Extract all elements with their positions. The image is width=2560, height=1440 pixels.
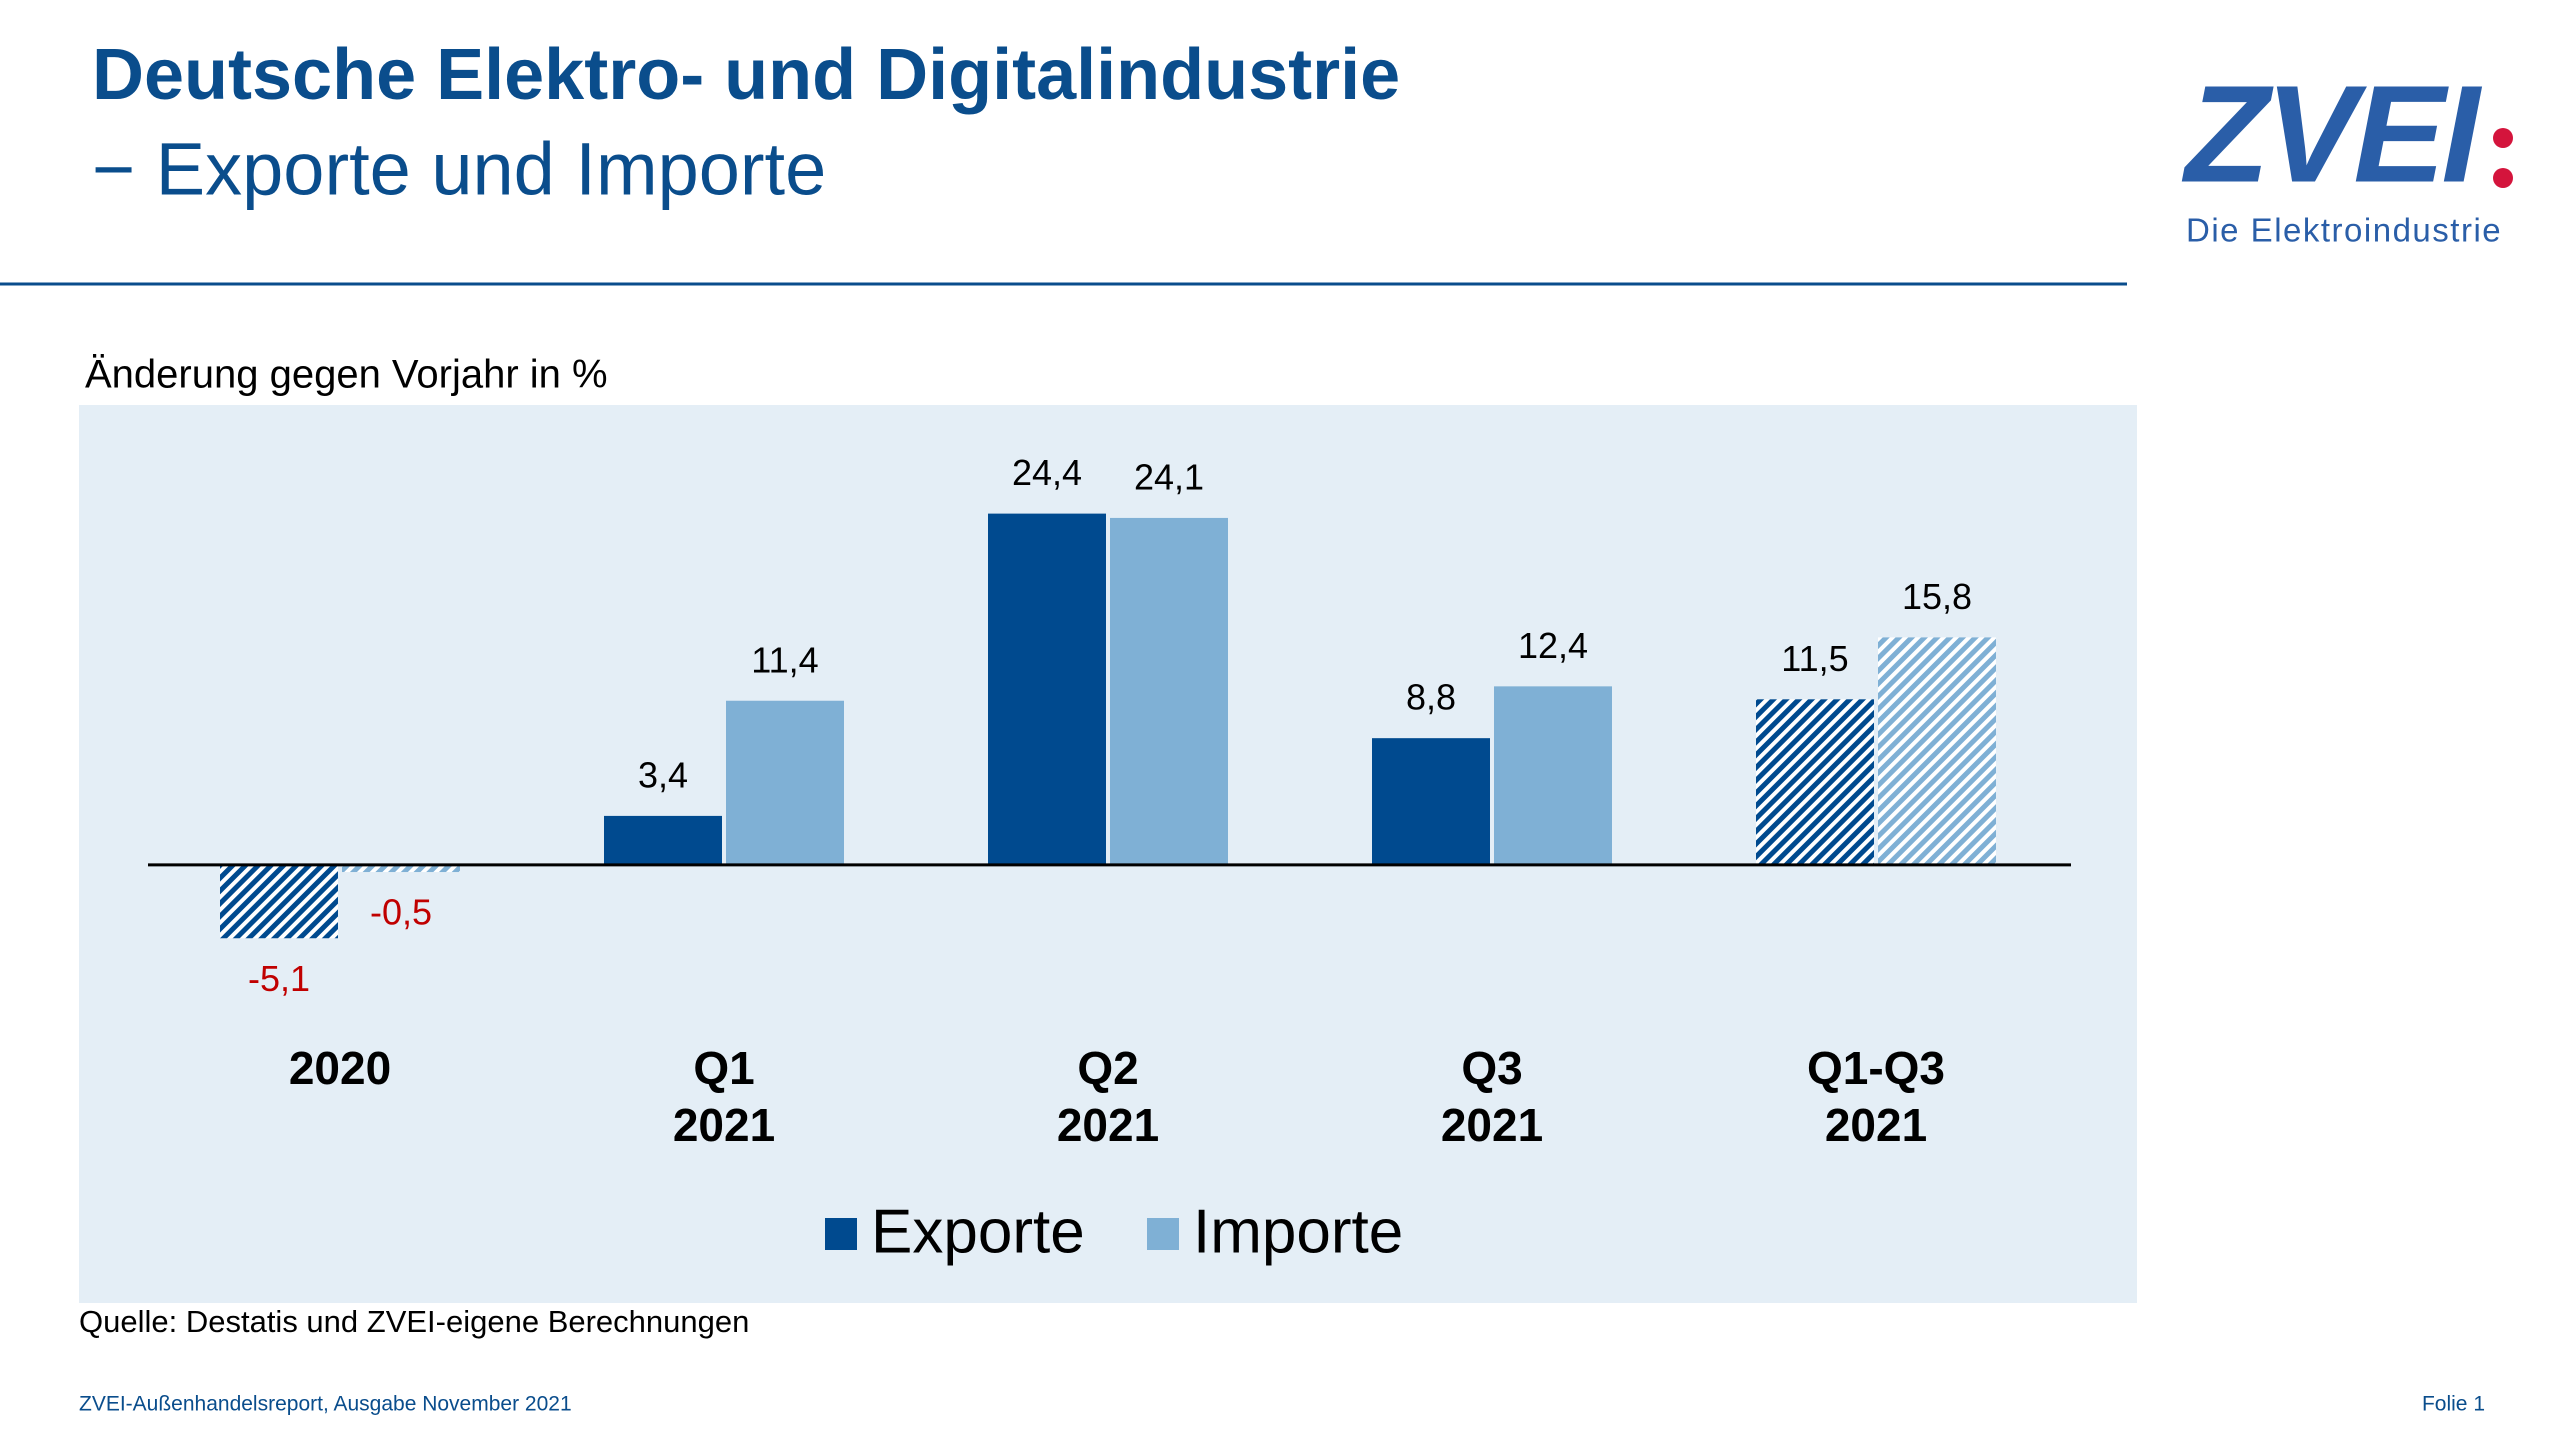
bar bbox=[1494, 686, 1612, 865]
value-label: -0,5 bbox=[370, 892, 432, 933]
x-tick-label: Q2 bbox=[1077, 1042, 1138, 1094]
value-label: -5,1 bbox=[248, 958, 310, 999]
footer-right: Folie 1 bbox=[2422, 1393, 2485, 1416]
logo: ZVEI Die Elektroindustrie bbox=[2181, 57, 2513, 249]
logo-dot bbox=[2493, 168, 2513, 188]
bar bbox=[726, 700, 844, 865]
x-tick-label: 2021 bbox=[1825, 1099, 1927, 1151]
bar bbox=[604, 815, 722, 865]
value-label: 15,8 bbox=[1902, 576, 1972, 617]
x-tick-label: 2020 bbox=[289, 1042, 391, 1094]
x-tick-label: Q3 bbox=[1461, 1042, 1522, 1094]
value-label: 12,4 bbox=[1518, 625, 1588, 666]
bar bbox=[1110, 517, 1228, 865]
footer-left: ZVEI-Außenhandelsreport, Ausgabe Novembe… bbox=[79, 1393, 572, 1416]
x-tick-label: 2021 bbox=[673, 1099, 775, 1151]
value-label: 24,1 bbox=[1134, 456, 1204, 497]
bar bbox=[1756, 699, 1874, 865]
bar bbox=[1372, 738, 1490, 865]
slide-subtitle: − Exporte und Importe bbox=[92, 128, 826, 211]
bar bbox=[988, 513, 1106, 865]
logo-tagline: Die Elektroindustrie bbox=[2186, 212, 2502, 249]
value-label: 8,8 bbox=[1406, 677, 1456, 718]
logo-dot bbox=[2493, 128, 2513, 148]
slide-title: Deutsche Elektro- und Digitalindustrie bbox=[92, 35, 1400, 115]
legend-label: Importe bbox=[1193, 1197, 1403, 1266]
value-label: 3,4 bbox=[638, 754, 688, 795]
x-tick-label: Q1 bbox=[693, 1042, 754, 1094]
legend-swatch bbox=[1147, 1218, 1179, 1250]
value-label: 11,4 bbox=[751, 639, 818, 680]
value-label: 24,4 bbox=[1012, 452, 1082, 493]
logo-name: ZVEI bbox=[2181, 57, 2482, 211]
legend-swatch bbox=[825, 1218, 857, 1250]
axis-label: Änderung gegen Vorjahr in % bbox=[85, 353, 608, 397]
bar bbox=[1878, 637, 1996, 865]
bar bbox=[342, 864, 460, 873]
x-tick-label: 2021 bbox=[1057, 1099, 1159, 1151]
x-tick-label: 2021 bbox=[1441, 1099, 1543, 1151]
value-label: 11,5 bbox=[1781, 638, 1848, 679]
x-tick-label: Q1-Q3 bbox=[1807, 1042, 1945, 1094]
source-note: Quelle: Destatis und ZVEI-eigene Berechn… bbox=[79, 1304, 749, 1339]
bar bbox=[220, 864, 338, 939]
legend-label: Exporte bbox=[871, 1197, 1085, 1266]
